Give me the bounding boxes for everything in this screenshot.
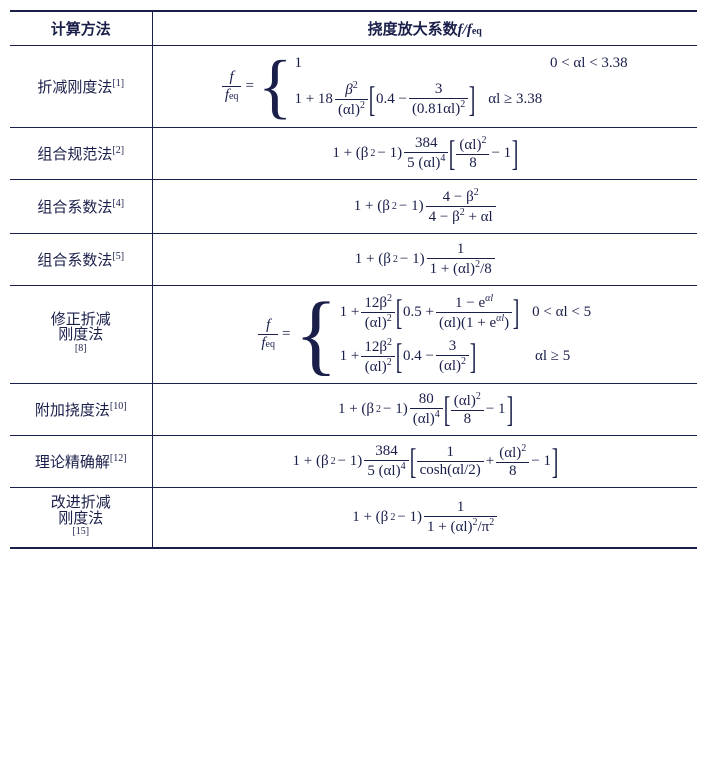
formula-cell: f feq = { 1 0 < αl < 3.38 [152, 46, 697, 128]
table-row: 理论精确解[12] 1 + (β2 − 1) 384 5 (αl)4 [ 1 c… [10, 435, 697, 487]
formula-cell: f feq = { 1 + 12β2 (αl [152, 285, 697, 383]
method-cell: 理论精确解[12] [10, 435, 152, 487]
method-cell: 组合系数法[4] [10, 179, 152, 233]
table-row: 组合系数法[5] 1 + (β2 − 1) 1 1 + (αl)2/8 [10, 233, 697, 285]
formula-cell: 1 + (β2 − 1) 4 − β2 4 − β2 + αl [152, 179, 697, 233]
table-row: 组合系数法[4] 1 + (β2 − 1) 4 − β2 4 − β2 + αl [10, 179, 697, 233]
formula-table: 计算方法 挠度放大系数f/feq 折减刚度法[1] f feq = { [10, 10, 697, 549]
method-cell: 折减刚度法[1] [10, 46, 152, 128]
table-row: 修正折减 刚度法[8] f feq = { [10, 285, 697, 383]
table-row: 组合规范法[2] 1 + (β2 − 1) 384 5 (αl)4 [ (αl)… [10, 127, 697, 179]
method-cell: 改进折减 刚度法[15] [10, 487, 152, 548]
formula-cell: 1 + (β2 − 1) 80 (αl)4 [ (αl)2 8 − 1 ] [152, 383, 697, 435]
header-method: 计算方法 [10, 11, 152, 46]
table-row: 附加挠度法[10] 1 + (β2 − 1) 80 (αl)4 [ (αl)2 … [10, 383, 697, 435]
formula-cell: 1 + (β2 − 1) 384 5 (αl)4 [ (αl)2 8 − 1 ] [152, 127, 697, 179]
method-cell: 组合系数法[5] [10, 233, 152, 285]
table-row: 折减刚度法[1] f feq = { 1 0 < αl < 3.38 [10, 46, 697, 128]
table-row: 改进折减 刚度法[15] 1 + (β2 − 1) 1 1 + (αl)2/π2 [10, 487, 697, 548]
method-cell: 组合规范法[2] [10, 127, 152, 179]
table-header-row: 计算方法 挠度放大系数f/feq [10, 11, 697, 46]
formula-cell: 1 + (β2 − 1) 1 1 + (αl)2/π2 [152, 487, 697, 548]
formula-cell: 1 + (β2 − 1) 384 5 (αl)4 [ 1 cosh(αl/2) … [152, 435, 697, 487]
formula-cell: 1 + (β2 − 1) 1 1 + (αl)2/8 [152, 233, 697, 285]
method-cell: 修正折减 刚度法[8] [10, 285, 152, 383]
method-cell: 附加挠度法[10] [10, 383, 152, 435]
header-coefficient: 挠度放大系数f/feq [152, 11, 697, 46]
